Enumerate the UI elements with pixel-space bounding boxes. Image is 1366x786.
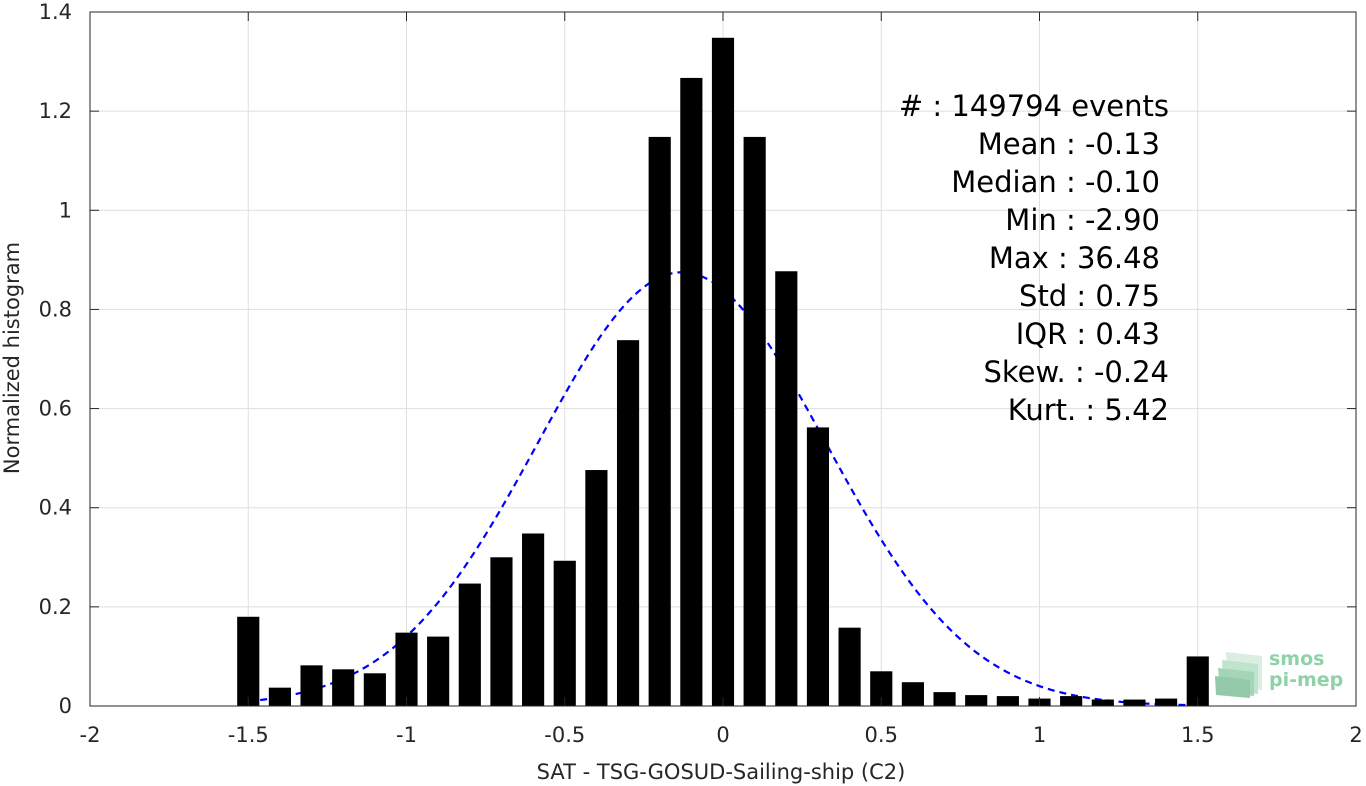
x-tick-label: 1.5 [1181, 723, 1214, 747]
histogram-bar [901, 682, 924, 706]
histogram-bar [870, 671, 893, 706]
axes [89, 11, 1357, 707]
histogram-bar [1155, 698, 1178, 706]
histogram-bar [996, 696, 1019, 706]
stat-kurt: Kurt. : 5.42 [1008, 393, 1169, 427]
y-axis-title: Normalized histogram [0, 242, 24, 474]
stat-std: Std : 0.75 [1019, 279, 1160, 313]
smos-pi-mep-logo: smos pi-mep [1215, 648, 1343, 698]
histogram-bar [458, 583, 481, 706]
histogram-bar [363, 673, 386, 706]
histogram-bar [838, 627, 861, 706]
histogram-bar [680, 77, 703, 707]
histogram-bar [522, 533, 545, 706]
x-tick-label: 2 [1349, 723, 1362, 747]
histogram-bar [553, 560, 576, 706]
stat-min: Min : -2.90 [1005, 203, 1160, 237]
stat-events: # : 149794 events [899, 89, 1169, 123]
x-tick-label: 0.5 [865, 723, 898, 747]
histogram-bar [300, 665, 323, 706]
x-tick-label: -0.5 [544, 723, 585, 747]
histogram-bar [933, 692, 956, 706]
y-tick-label: 0.2 [39, 595, 72, 619]
y-tick-label: 1 [59, 198, 72, 222]
histogram-bar [1186, 656, 1209, 706]
stat-max: Max : 36.48 [989, 241, 1160, 275]
statistics-box: # : 149794 events Mean : -0.13 Median : … [899, 89, 1169, 427]
histogram-bar [332, 669, 355, 706]
bars-layer [237, 37, 1209, 707]
histogram-bar [775, 271, 798, 706]
x-axis-title: SAT - TSG-GOSUD-Sailing-ship (C2) [537, 760, 906, 784]
histogram-bar [490, 557, 513, 706]
tick-labels: -2 -1.5 -1 -0.5 0 0.5 1 1.5 2 0 0.2 0.4 0.6 0.8 1 1.2 1.… [39, 0, 1363, 747]
histogram-bar [1123, 699, 1146, 706]
stat-skew: Skew. : -0.24 [983, 355, 1169, 389]
histogram-bar [711, 37, 735, 706]
histogram-bar [268, 687, 291, 706]
x-tick-label: -1.5 [228, 723, 269, 747]
histogram-bar [616, 340, 640, 706]
histogram-bar [427, 636, 450, 706]
histogram-bar [1091, 699, 1114, 706]
y-tick-label: 0.8 [39, 297, 72, 321]
x-tick-label: 0 [716, 723, 729, 747]
histogram-bar [585, 470, 608, 706]
histogram-bar [806, 427, 830, 706]
y-tick-label: 0.6 [39, 397, 72, 421]
x-tick-label: -2 [80, 723, 101, 747]
y-tick-label: 0.4 [39, 496, 72, 520]
logo-line-1: smos [1269, 648, 1324, 670]
histogram-bar [237, 616, 260, 706]
x-tick-label: 1 [1033, 723, 1046, 747]
logo-waves-icon [1215, 652, 1262, 698]
stat-median: Median : -0.10 [951, 165, 1160, 199]
y-tick-label: 1.4 [39, 0, 72, 24]
histogram-bar [648, 136, 671, 707]
logo-line-2: pi-mep [1269, 669, 1343, 691]
histogram-bar [965, 695, 988, 706]
stat-mean: Mean : -0.13 [978, 127, 1160, 161]
x-tick-label: -1 [396, 723, 417, 747]
histogram-bar [743, 136, 766, 707]
histogram-bar [395, 632, 418, 706]
histogram-bar [1060, 696, 1083, 706]
stat-iqr: IQR : 0.43 [1016, 317, 1160, 351]
y-tick-label: 1.2 [39, 99, 72, 123]
y-tick-label: 0 [59, 694, 72, 718]
